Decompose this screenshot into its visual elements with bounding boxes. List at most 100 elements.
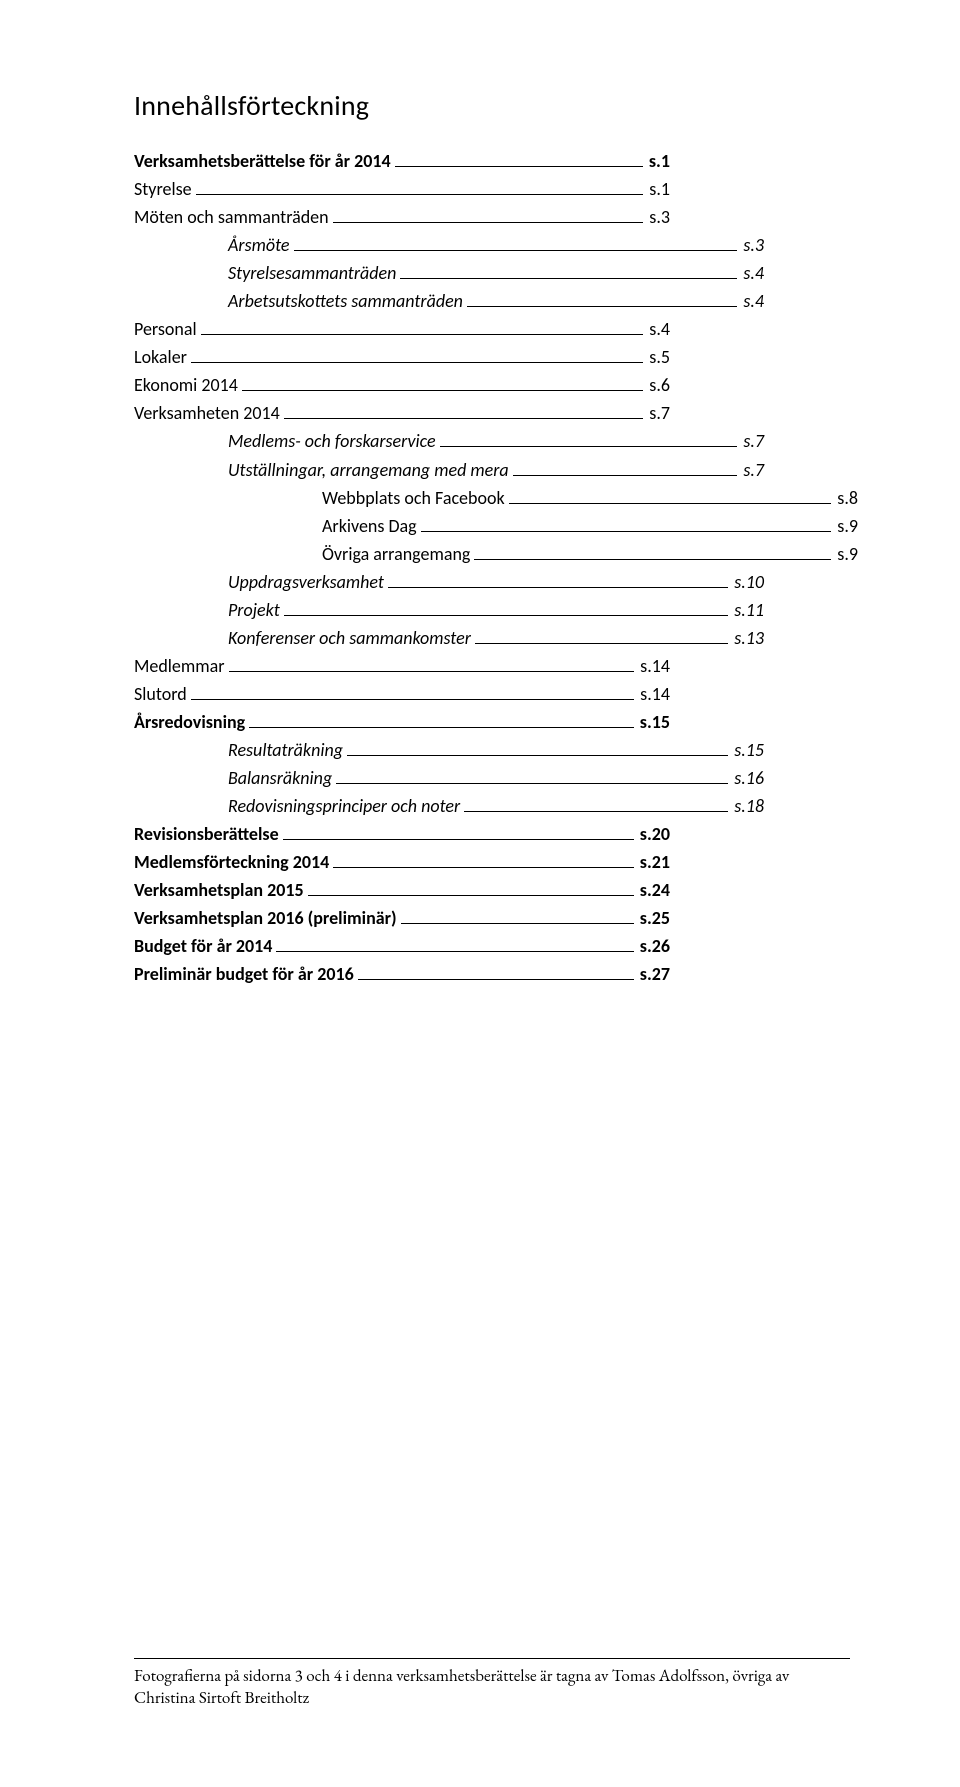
toc-leader bbox=[475, 643, 728, 644]
toc-page: s.6 bbox=[649, 373, 670, 399]
toc-leader bbox=[388, 587, 728, 588]
toc-label: Arbetsutskottets sammanträden bbox=[228, 289, 463, 315]
toc-leader bbox=[400, 278, 737, 279]
toc-label: Budget för år 2014 bbox=[134, 934, 272, 960]
toc-page: s.4 bbox=[743, 261, 764, 287]
toc-label: Resultaträkning bbox=[228, 738, 343, 764]
toc-label: Konferenser och sammankomster bbox=[228, 626, 471, 652]
toc-row: Lokalers.5 bbox=[134, 345, 670, 371]
toc-label: Årsmöte bbox=[228, 233, 290, 259]
toc-row: Slutord s.14 bbox=[134, 682, 670, 708]
toc-page: s.9 bbox=[837, 542, 858, 568]
toc-page: s.7 bbox=[649, 401, 670, 427]
toc-label: Möten och sammanträden bbox=[134, 205, 329, 231]
toc-leader bbox=[284, 418, 644, 419]
toc-row: Årsredovisning s.15 bbox=[134, 710, 670, 736]
toc-row: Uppdragsverksamhet s.10 bbox=[134, 570, 764, 596]
toc-page: s.15 bbox=[640, 710, 670, 736]
toc-row: Möten och sammanträden s.3 bbox=[134, 205, 670, 231]
toc-label: Övriga arrangemang bbox=[322, 542, 470, 568]
toc-leader bbox=[333, 222, 644, 223]
toc-label: Preliminär budget för år 2016 bbox=[134, 962, 354, 988]
toc-leader bbox=[440, 446, 738, 447]
toc-row: Resultaträkning s.15 bbox=[134, 738, 764, 764]
toc-row: Arbetsutskottets sammanträden s.4 bbox=[134, 289, 764, 315]
toc-leader bbox=[401, 923, 634, 924]
toc-page: s.7 bbox=[743, 429, 764, 455]
toc-leader bbox=[467, 306, 737, 307]
document-page: Innehållsförteckning Verksamhetsberättel… bbox=[0, 0, 960, 1787]
toc-page: s.4 bbox=[743, 289, 764, 315]
toc-leader bbox=[294, 250, 738, 251]
toc-leader bbox=[201, 334, 644, 335]
toc-row: Ekonomi 2014 s.6 bbox=[134, 373, 670, 399]
toc-leader bbox=[276, 951, 633, 952]
toc-page: s.8 bbox=[837, 486, 858, 512]
toc-page: s.24 bbox=[640, 878, 670, 904]
toc-page: s.1 bbox=[649, 149, 670, 175]
toc-label: Verksamhetsplan 2015 bbox=[134, 878, 304, 904]
toc-label: Slutord bbox=[134, 682, 187, 708]
toc-leader bbox=[358, 979, 634, 980]
toc-row: Projekts.11 bbox=[134, 598, 764, 624]
toc-row: Personals.4 bbox=[134, 317, 670, 343]
toc-leader bbox=[347, 755, 728, 756]
toc-label: Revisionsberättelse bbox=[134, 822, 279, 848]
toc-label: Medlemsförteckning 2014 bbox=[134, 850, 329, 876]
toc-label: Utställningar, arrangemang med mera bbox=[228, 458, 509, 484]
toc-page: s.27 bbox=[640, 962, 670, 988]
toc-leader bbox=[513, 475, 738, 476]
toc-leader bbox=[509, 503, 832, 504]
toc-page: s.18 bbox=[734, 794, 764, 820]
toc-label: Uppdragsverksamhet bbox=[228, 570, 384, 596]
footnote: Fotografierna på sidorna 3 och 4 i denna… bbox=[134, 1658, 850, 1709]
toc-row: Revisionsberättelse s.20 bbox=[134, 822, 670, 848]
toc-page: s.10 bbox=[734, 570, 764, 596]
toc-label: Projekt bbox=[228, 598, 280, 624]
toc-page: s.15 bbox=[734, 738, 764, 764]
toc-page: s.7 bbox=[743, 458, 764, 484]
toc-row: Årsmöte s.3 bbox=[134, 233, 764, 259]
toc-leader bbox=[308, 895, 634, 896]
toc-label: Medlems- och forskarservice bbox=[228, 429, 436, 455]
toc-label: Verksamhetsplan 2016 (preliminär) bbox=[134, 906, 397, 932]
toc-leader bbox=[474, 559, 831, 560]
toc-page: s.3 bbox=[649, 205, 670, 231]
toc-label: Ekonomi 2014 bbox=[134, 373, 238, 399]
toc-page: s.16 bbox=[734, 766, 764, 792]
toc-label: Balansräkning bbox=[228, 766, 332, 792]
toc-row: Webbplats och Facebook s.8 bbox=[134, 486, 858, 512]
toc-row: Verksamhetsberättelse för år 2014s.1 bbox=[134, 149, 670, 175]
toc-leader bbox=[191, 362, 643, 363]
toc-page: s.20 bbox=[640, 822, 670, 848]
toc-row: Verksamhetsplan 2015 s.24 bbox=[134, 878, 670, 904]
toc-leader bbox=[464, 811, 728, 812]
toc-row: Konferenser och sammankomster s.13 bbox=[134, 626, 764, 652]
toc-leader bbox=[395, 166, 643, 167]
toc-row: Verksamhetsplan 2016 (preliminär) s.25 bbox=[134, 906, 670, 932]
toc-leader bbox=[242, 390, 643, 391]
toc-row: Medlemsförteckning 2014 s.21 bbox=[134, 850, 670, 876]
toc-page: s.9 bbox=[837, 514, 858, 540]
toc-label: Arkivens Dag bbox=[322, 514, 417, 540]
toc-label: Verksamheten 2014 bbox=[134, 401, 280, 427]
toc-page: s.25 bbox=[640, 906, 670, 932]
toc-row: Redovisningsprinciper och noter s.18 bbox=[134, 794, 764, 820]
toc-row: Balansräkning s.16 bbox=[134, 766, 764, 792]
toc-label: Redovisningsprinciper och noter bbox=[228, 794, 460, 820]
toc-label: Webbplats och Facebook bbox=[322, 486, 505, 512]
toc-row: Medlemmars.14 bbox=[134, 654, 670, 680]
toc-label: Årsredovisning bbox=[134, 710, 245, 736]
toc-row: Arkivens Dag s.9 bbox=[134, 514, 858, 540]
toc-leader bbox=[191, 699, 634, 700]
toc-page: s.14 bbox=[640, 682, 670, 708]
toc-page: s.13 bbox=[734, 626, 764, 652]
toc-page: s.3 bbox=[743, 233, 764, 259]
toc-leader bbox=[196, 194, 644, 195]
table-of-contents: Verksamhetsberättelse för år 2014s.1Styr… bbox=[134, 149, 850, 988]
toc-label: Lokaler bbox=[134, 345, 187, 371]
toc-leader bbox=[421, 531, 832, 532]
toc-page: s.4 bbox=[649, 317, 670, 343]
toc-page: s.21 bbox=[640, 850, 670, 876]
toc-leader bbox=[249, 727, 634, 728]
